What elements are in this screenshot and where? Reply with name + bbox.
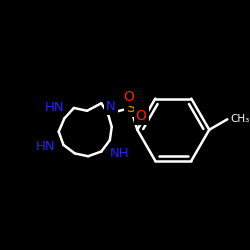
Text: S: S — [126, 101, 135, 115]
Text: CH₃: CH₃ — [230, 114, 250, 124]
Text: NH: NH — [110, 147, 130, 160]
Text: N: N — [106, 100, 116, 112]
Text: O: O — [136, 108, 146, 122]
Text: O: O — [123, 90, 134, 104]
Text: HN: HN — [35, 140, 55, 153]
Text: HN: HN — [45, 100, 64, 114]
